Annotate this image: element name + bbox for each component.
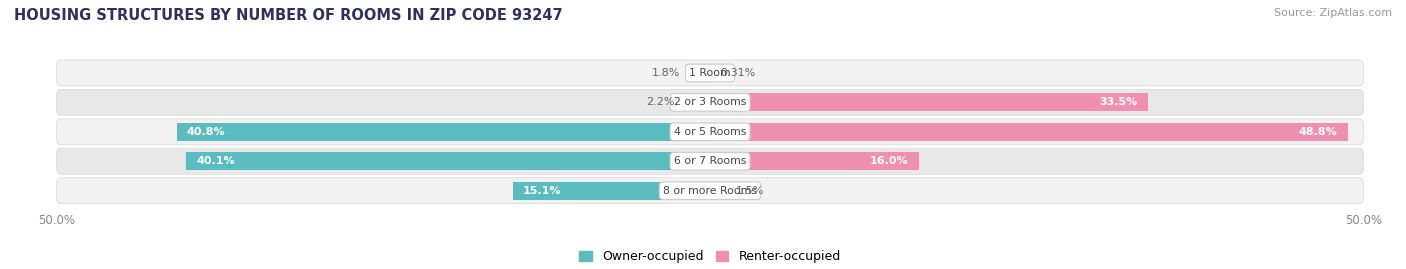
Text: 48.8%: 48.8% bbox=[1299, 127, 1337, 137]
Bar bbox=[710, 182, 730, 200]
Text: 33.5%: 33.5% bbox=[1099, 97, 1137, 107]
Text: 2 or 3 Rooms: 2 or 3 Rooms bbox=[673, 97, 747, 107]
Bar bbox=[710, 152, 920, 170]
Text: 6 or 7 Rooms: 6 or 7 Rooms bbox=[673, 156, 747, 166]
Text: 4 or 5 Rooms: 4 or 5 Rooms bbox=[673, 127, 747, 137]
Bar bbox=[186, 152, 710, 170]
Text: 1.5%: 1.5% bbox=[737, 186, 765, 196]
Text: Source: ZipAtlas.com: Source: ZipAtlas.com bbox=[1274, 8, 1392, 18]
Legend: Owner-occupied, Renter-occupied: Owner-occupied, Renter-occupied bbox=[579, 250, 841, 263]
Text: 40.1%: 40.1% bbox=[197, 156, 235, 166]
Bar bbox=[710, 64, 714, 82]
FancyBboxPatch shape bbox=[56, 89, 1364, 115]
Bar bbox=[710, 93, 1149, 111]
Text: 16.0%: 16.0% bbox=[870, 156, 908, 166]
Text: 15.1%: 15.1% bbox=[523, 186, 561, 196]
Bar bbox=[513, 182, 710, 200]
Bar bbox=[710, 123, 1348, 141]
Bar bbox=[177, 123, 710, 141]
Text: 1 Room: 1 Room bbox=[689, 68, 731, 78]
Bar bbox=[682, 93, 710, 111]
FancyBboxPatch shape bbox=[56, 178, 1364, 204]
Bar bbox=[686, 64, 710, 82]
Text: HOUSING STRUCTURES BY NUMBER OF ROOMS IN ZIP CODE 93247: HOUSING STRUCTURES BY NUMBER OF ROOMS IN… bbox=[14, 8, 562, 23]
Text: 40.8%: 40.8% bbox=[187, 127, 225, 137]
Text: 0.31%: 0.31% bbox=[721, 68, 756, 78]
Text: 2.2%: 2.2% bbox=[647, 97, 675, 107]
Text: 8 or more Rooms: 8 or more Rooms bbox=[664, 186, 756, 196]
Text: 1.8%: 1.8% bbox=[651, 68, 681, 78]
FancyBboxPatch shape bbox=[56, 148, 1364, 174]
FancyBboxPatch shape bbox=[56, 119, 1364, 145]
FancyBboxPatch shape bbox=[56, 60, 1364, 86]
